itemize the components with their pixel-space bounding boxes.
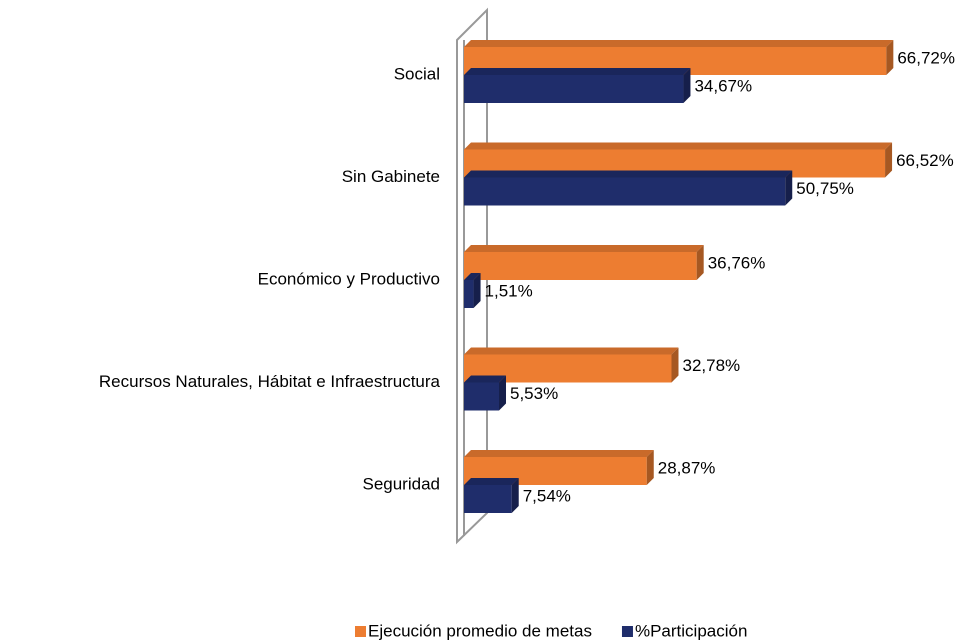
- bar-side: [646, 450, 654, 485]
- bar-top: [464, 68, 691, 75]
- bar-top: [464, 273, 481, 280]
- bar: [464, 485, 512, 513]
- bar-top: [464, 375, 507, 383]
- value-label: 7,54%: [523, 486, 571, 505]
- bar-side: [473, 273, 481, 308]
- value-label: 36,76%: [708, 253, 766, 272]
- bar: [464, 252, 697, 280]
- bar-top: [464, 40, 894, 47]
- bar-top: [464, 142, 893, 150]
- bar-top: [464, 170, 793, 178]
- legend-label: Ejecución promedio de metas: [368, 621, 592, 640]
- bar-side: [785, 170, 793, 206]
- bar-side: [885, 142, 893, 178]
- value-label: 28,87%: [658, 458, 716, 477]
- bar-side: [886, 40, 894, 75]
- bar: [464, 280, 474, 308]
- category-label: Social: [394, 64, 440, 83]
- legend-swatch: [621, 626, 633, 637]
- category-label: Sin Gabinete: [342, 167, 440, 186]
- value-label: 66,52%: [896, 151, 954, 170]
- value-label: 32,78%: [682, 356, 740, 375]
- category-label: Económico y Productivo: [258, 269, 440, 288]
- legend-label: %Participación: [635, 621, 747, 640]
- bar-side: [671, 347, 679, 383]
- legend-swatch: [355, 626, 366, 637]
- category-label: Seguridad: [362, 474, 440, 493]
- bar-top: [464, 478, 519, 485]
- value-label: 66,72%: [897, 48, 955, 67]
- value-label: 50,75%: [796, 179, 854, 198]
- bar-top: [464, 245, 704, 252]
- value-label: 1,51%: [485, 281, 533, 300]
- value-label: 34,67%: [694, 76, 752, 95]
- bar-side: [696, 245, 704, 280]
- category-label: Recursos Naturales, Hábitat e Infraestru…: [99, 372, 441, 391]
- bar-side: [683, 68, 691, 103]
- bar: [464, 382, 500, 411]
- bar-side: [511, 478, 519, 513]
- bar: [464, 75, 684, 103]
- bar-top: [464, 450, 654, 457]
- bar-side: [499, 375, 507, 411]
- bar-top: [464, 347, 679, 355]
- value-label: 5,53%: [510, 384, 558, 403]
- bar: [464, 177, 786, 206]
